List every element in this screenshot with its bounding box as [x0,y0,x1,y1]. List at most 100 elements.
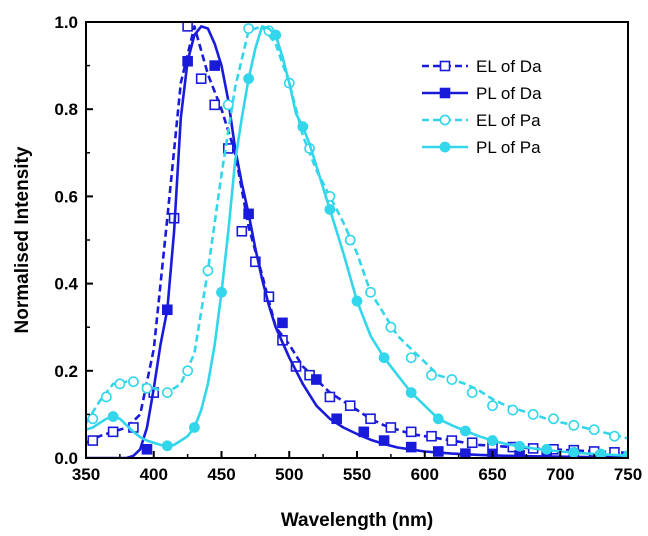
marker-el-of-pa [100,391,112,403]
marker-el-of-da [365,413,376,425]
x-tick-label: 600 [411,465,439,484]
marker-pl-of-da [243,208,254,220]
x-tick-label: 500 [275,465,303,484]
marker-el-of-pa [243,23,254,34]
marker-pl-of-da [378,435,390,446]
legend-marker [439,114,451,126]
series-line-pl-of-pa [86,25,628,458]
marker-pl-of-pa [270,29,282,41]
marker-el-of-pa [344,234,356,246]
marker-el-of-pa [202,265,214,276]
marker-el-of-pa [385,321,397,333]
legend: EL of Da PL of Da EL of Pa PL of Pa [422,57,542,157]
x-tick-label: 400 [140,465,168,484]
marker-el-of-pa [114,378,126,390]
y-tick-label: 1.0 [54,13,78,32]
marker-pl-of-da [141,443,153,455]
marker-pl-of-pa [432,413,444,425]
legend-label: PL of Da [476,84,542,103]
marker-el-of-da [344,400,356,411]
marker-el-of-da [324,391,336,403]
marker-el-of-da [182,22,193,32]
marker-el-of-pa [182,365,194,377]
marker-pl-of-da [432,446,444,457]
marker-pl-of-pa [161,440,173,452]
marker-pl-of-pa [324,204,336,215]
marker-pl-of-da [209,60,221,71]
marker-pl-of-pa [216,286,227,298]
marker-el-of-da [195,73,207,84]
marker-el-of-pa [222,99,234,111]
marker-el-of-da [385,422,397,433]
marker-el-of-da [236,225,248,237]
marker-el-of-da [426,430,437,442]
marker-pl-of-pa [487,435,498,446]
marker-el-of-pa [527,408,539,420]
y-axis-title: Normalised Intensity [12,146,33,333]
marker-pl-of-da [182,55,193,67]
x-tick-label: 550 [343,465,371,484]
marker-el-of-pa [446,374,458,385]
marker-pl-of-pa [188,422,200,433]
marker-el-of-pa [141,382,153,394]
x-tick-label: 450 [207,465,235,484]
marker-el-of-da [446,435,458,446]
marker-el-of-pa [426,369,437,381]
marker-el-of-da [222,143,234,154]
marker-pl-of-pa [243,73,254,85]
tick-layer: 350 400 450 500 550 600 650 700 750 0.0 0.2 0.4 0.6 0… [54,13,642,484]
marker-pl-of-da [405,441,417,453]
series-layer [86,22,628,458]
marker-el-of-da [107,426,119,438]
marker-pl-of-da [358,426,370,438]
legend-marker [439,141,451,153]
marker-el-of-da [250,256,261,268]
marker-pl-of-pa [405,387,417,398]
legend-label: EL of Da [476,57,542,76]
marker-el-of-pa [568,419,580,431]
marker-pl-of-pa [568,446,580,458]
marker-pl-of-da [277,317,288,329]
marker-pl-of-pa [351,295,363,307]
marker-pl-of-da [311,374,322,385]
series-el-of-pa [86,23,628,442]
series-pl-of-pa [86,25,628,458]
marker-el-of-pa [548,413,559,425]
marker-pl-of-pa [378,352,390,364]
legend-item-el-of-pa: EL of Pa [422,111,541,130]
y-tick-label: 0.0 [54,449,78,468]
x-tick-label: 750 [614,465,642,484]
marker-pl-of-pa [459,425,471,437]
x-tick-label: 700 [546,465,574,484]
y-tick-label: 0.6 [54,187,78,206]
marker-el-of-pa [588,424,600,436]
marker-el-of-pa [128,376,139,388]
y-tick-label: 0.8 [54,100,78,119]
marker-el-of-da [209,99,221,111]
marker-el-of-pa [161,387,173,398]
series-line-el-of-pa [86,25,628,440]
marker-el-of-pa [507,404,519,416]
marker-pl-of-pa [514,440,525,452]
marker-el-of-pa [405,352,417,364]
marker-pl-of-pa [622,450,628,458]
y-tick-label: 0.4 [54,275,78,294]
legend-label: PL of Pa [476,138,541,157]
y-tick-label: 0.2 [54,362,78,381]
marker-el-of-da [466,437,478,449]
legend-marker [439,87,451,99]
marker-pl-of-pa [297,121,309,133]
marker-el-of-pa [609,430,620,442]
legend-item-el-of-da: EL of Da [422,57,542,76]
marker-el-of-pa [466,387,478,398]
marker-pl-of-pa [541,443,553,455]
legend-item-pl-of-da: PL of Da [422,84,542,103]
marker-pl-of-pa [595,448,607,458]
marker-el-of-pa [87,413,99,425]
marker-pl-of-da [460,448,471,458]
marker-el-of-pa [365,286,376,298]
x-axis-title: Wavelength (nm) [281,510,433,531]
marker-el-of-pa [487,400,498,412]
legend-marker [439,60,451,72]
